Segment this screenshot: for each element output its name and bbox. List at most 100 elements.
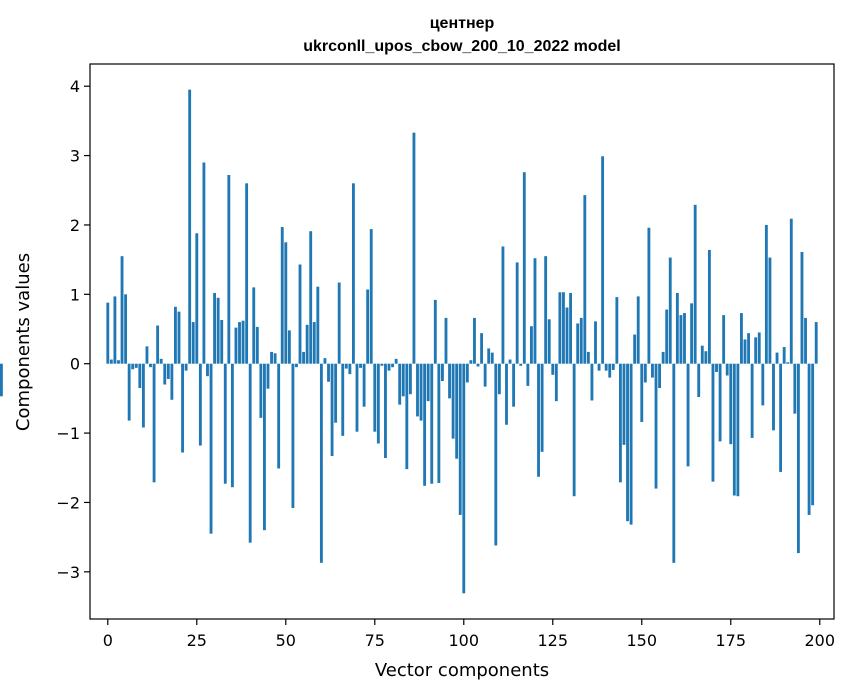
bar <box>419 363 423 421</box>
bar <box>195 233 199 364</box>
bar <box>490 352 494 364</box>
bar <box>704 351 708 364</box>
bar <box>665 309 669 364</box>
bar <box>586 351 590 364</box>
bar <box>302 351 306 364</box>
bar <box>743 339 747 364</box>
bar <box>508 359 512 364</box>
bar <box>658 363 661 388</box>
bar <box>668 257 672 364</box>
bar <box>651 363 654 378</box>
bar <box>149 363 152 368</box>
bar <box>754 337 758 364</box>
bar <box>206 363 209 377</box>
bar <box>291 363 295 508</box>
bar <box>234 327 238 364</box>
bar <box>131 363 135 370</box>
bar <box>736 363 740 497</box>
bar <box>270 351 273 364</box>
bar <box>693 204 697 364</box>
bar <box>747 333 750 364</box>
bars-group <box>0 89 818 594</box>
bar <box>223 363 227 484</box>
bar <box>416 363 419 417</box>
bar <box>433 299 437 364</box>
bar <box>255 326 259 364</box>
bar <box>362 363 366 407</box>
bar <box>722 315 726 364</box>
bar <box>181 363 184 453</box>
bar <box>430 363 434 484</box>
bar <box>309 231 313 364</box>
bar <box>252 287 256 364</box>
bar <box>298 264 302 364</box>
bar <box>198 363 202 446</box>
bar <box>152 363 156 483</box>
bar <box>707 249 711 364</box>
bar <box>327 363 330 382</box>
y-tick-label: 4 <box>70 77 80 96</box>
bar <box>661 351 665 364</box>
bar <box>359 363 362 368</box>
bar <box>398 363 402 405</box>
bar <box>569 292 572 364</box>
bar <box>775 352 779 364</box>
bar <box>277 363 281 469</box>
bar <box>188 89 192 364</box>
bar <box>227 175 231 364</box>
bar <box>729 363 733 445</box>
bar <box>540 363 544 452</box>
bar <box>782 347 786 364</box>
bar <box>352 183 355 364</box>
bar <box>512 363 516 407</box>
y-tick-label: −1 <box>56 424 80 443</box>
bar <box>494 363 498 546</box>
x-tick-label: 75 <box>365 631 385 650</box>
x-axis-label: Vector components <box>375 660 549 681</box>
bar <box>690 303 694 364</box>
bar <box>725 363 729 376</box>
bar <box>483 363 487 387</box>
bar <box>576 323 580 364</box>
bar <box>715 363 718 373</box>
bar <box>594 321 597 364</box>
bar <box>113 296 117 364</box>
bar <box>572 363 576 497</box>
x-tick-label: 0 <box>103 631 113 650</box>
bar <box>408 363 412 395</box>
x-tick-label: 150 <box>626 631 657 650</box>
bar <box>522 172 526 364</box>
bar <box>330 363 334 456</box>
bar <box>554 363 558 402</box>
bar <box>174 306 177 364</box>
bar <box>241 320 245 364</box>
bar <box>117 360 120 364</box>
bar <box>505 363 508 425</box>
bar <box>679 315 683 364</box>
bar <box>562 292 565 364</box>
bar <box>380 363 384 366</box>
bar <box>170 363 174 400</box>
bar <box>501 246 505 364</box>
bar <box>191 322 195 364</box>
bar <box>163 363 167 385</box>
bar <box>779 363 783 472</box>
bar <box>373 363 377 432</box>
plot-frame <box>89 63 835 620</box>
bar <box>323 358 327 364</box>
bar <box>263 363 266 531</box>
bar <box>156 325 160 364</box>
bar <box>469 360 473 364</box>
bar <box>768 257 772 364</box>
bar <box>448 363 451 399</box>
bar <box>740 313 743 364</box>
bar <box>473 317 476 364</box>
bar <box>700 345 704 364</box>
bar <box>319 363 323 563</box>
bar <box>369 229 373 364</box>
bar <box>273 353 277 364</box>
bar <box>814 322 818 364</box>
x-tick-label: 125 <box>538 631 569 650</box>
bar <box>312 322 316 364</box>
